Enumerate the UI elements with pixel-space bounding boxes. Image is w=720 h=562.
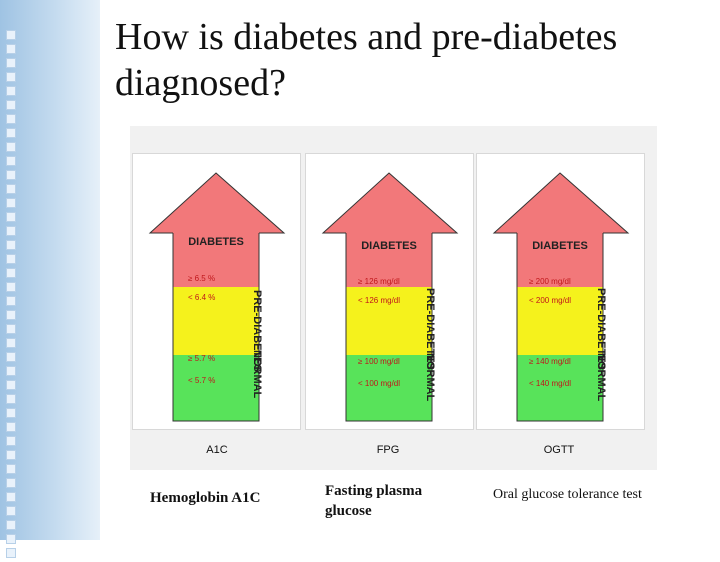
decorative-square	[6, 254, 16, 264]
arrow-outline-ogtt	[516, 233, 604, 422]
arrow-head-a1c	[148, 172, 286, 234]
threshold-a1c-3: ≥ 5.7 %	[188, 354, 215, 363]
arrow-head-ogtt	[492, 172, 630, 234]
decorative-square	[6, 380, 16, 390]
decorative-square	[6, 534, 16, 544]
arrow-ogtt: DIABETES ≥ 200 mg/dl < 200 mg/dl ≥ 140 m…	[492, 172, 630, 422]
decorative-square	[6, 492, 16, 502]
diagnosis-figure: DIABETES ≥ 6.5 % < 6.4 % ≥ 5.7 % < 5.7 %…	[130, 126, 657, 470]
decorative-square	[6, 422, 16, 432]
threshold-fpg-1: ≥ 126 mg/dl	[358, 277, 400, 286]
decorative-square	[6, 436, 16, 446]
threshold-ogtt-4: < 140 mg/dl	[529, 379, 571, 388]
caption-ogtt: Oral glucose tolerance test	[493, 487, 642, 502]
decorative-square	[6, 548, 16, 558]
zone-normal-fpg	[346, 355, 432, 421]
zone-label-diabetes-ogtt: DIABETES	[532, 240, 588, 252]
zone-prediabetes-fpg	[346, 287, 432, 355]
decorative-square	[6, 394, 16, 404]
slide-title: How is diabetes and pre-diabetes diagnos…	[115, 16, 618, 104]
threshold-ogtt-2: < 200 mg/dl	[529, 296, 571, 305]
decorative-square	[6, 114, 16, 124]
panel-label-fpg: FPG	[376, 444, 400, 456]
decorative-square	[6, 296, 16, 306]
arrow-head-fpg	[321, 172, 459, 234]
decorative-square	[6, 268, 16, 278]
left-decorative-band	[0, 0, 100, 558]
threshold-fpg-2: < 126 mg/dl	[358, 296, 400, 305]
zone-prediabetes-ogtt	[517, 287, 603, 355]
decorative-square	[6, 72, 16, 82]
decorative-square	[6, 450, 16, 460]
threshold-a1c-4: < 5.7 %	[188, 376, 215, 385]
threshold-fpg-3: ≥ 100 mg/dl	[358, 357, 400, 366]
decorative-squares	[6, 30, 16, 562]
decorative-square	[6, 464, 16, 474]
zone-label-normal-ogtt: NORMAL	[595, 353, 607, 402]
threshold-ogtt-1: ≥ 200 mg/dl	[529, 277, 571, 286]
threshold-fpg-4: < 100 mg/dl	[358, 379, 400, 388]
panel-label-a1c: A1C	[206, 444, 228, 456]
zone-label-normal-fpg: NORMAL	[424, 353, 436, 402]
zone-label-diabetes-a1c: DIABETES	[188, 236, 244, 248]
decorative-square	[6, 240, 16, 250]
zone-diabetes-a1c	[173, 232, 259, 287]
zone-normal-ogtt	[517, 355, 603, 421]
decorative-square	[6, 366, 16, 376]
threshold-ogtt-3: ≥ 140 mg/dl	[529, 357, 571, 366]
zone-label-prediabetes-ogtt: PRE-DIABETES	[595, 288, 607, 370]
decorative-square	[6, 58, 16, 68]
decorative-square	[6, 198, 16, 208]
zone-label-prediabetes-a1c: PRE-DIABETES	[251, 290, 263, 372]
decorative-square	[6, 226, 16, 236]
arrow-fpg: DIABETES ≥ 126 mg/dl < 126 mg/dl ≥ 100 m…	[321, 172, 459, 422]
panel-ogtt: DIABETES ≥ 200 mg/dl < 200 mg/dl ≥ 140 m…	[476, 153, 645, 430]
decorative-square	[6, 128, 16, 138]
decorative-square	[6, 30, 16, 40]
zone-diabetes-fpg	[346, 232, 432, 287]
decorative-square	[6, 142, 16, 152]
threshold-a1c-2: < 6.4 %	[188, 293, 215, 302]
panel-fpg: DIABETES ≥ 126 mg/dl < 126 mg/dl ≥ 100 m…	[305, 153, 474, 430]
decorative-square	[6, 100, 16, 110]
decorative-square	[6, 310, 16, 320]
decorative-square	[6, 352, 16, 362]
caption-a1c: Hemoglobin A1C	[150, 490, 261, 506]
decorative-square	[6, 212, 16, 222]
zone-label-normal-a1c: NORMAL	[251, 350, 263, 399]
zone-label-diabetes-fpg: DIABETES	[361, 240, 417, 252]
caption-fpg: Fasting plasma glucose	[325, 483, 423, 519]
decorative-square	[6, 408, 16, 418]
panel-a1c: DIABETES ≥ 6.5 % < 6.4 % ≥ 5.7 % < 5.7 %…	[132, 153, 301, 430]
decorative-square	[6, 520, 16, 530]
decorative-square	[6, 324, 16, 334]
panel-label-ogtt: OGTT	[543, 444, 575, 456]
decorative-square	[6, 86, 16, 96]
decorative-square	[6, 506, 16, 516]
arrow-outline-fpg	[345, 233, 433, 422]
zone-label-prediabetes-fpg: PRE-DIABETES	[424, 288, 436, 370]
decorative-square	[6, 282, 16, 292]
decorative-square	[6, 44, 16, 54]
decorative-square	[6, 170, 16, 180]
decorative-square	[6, 156, 16, 166]
arrow-outline-a1c	[172, 233, 260, 422]
arrow-a1c: DIABETES ≥ 6.5 % < 6.4 % ≥ 5.7 % < 5.7 %…	[148, 172, 286, 422]
zone-prediabetes-a1c	[173, 287, 259, 355]
zone-diabetes-ogtt	[517, 232, 603, 287]
decorative-square	[6, 478, 16, 488]
threshold-a1c-1: ≥ 6.5 %	[188, 274, 215, 283]
decorative-square	[6, 184, 16, 194]
zone-normal-a1c	[173, 355, 259, 421]
decorative-square	[6, 338, 16, 348]
